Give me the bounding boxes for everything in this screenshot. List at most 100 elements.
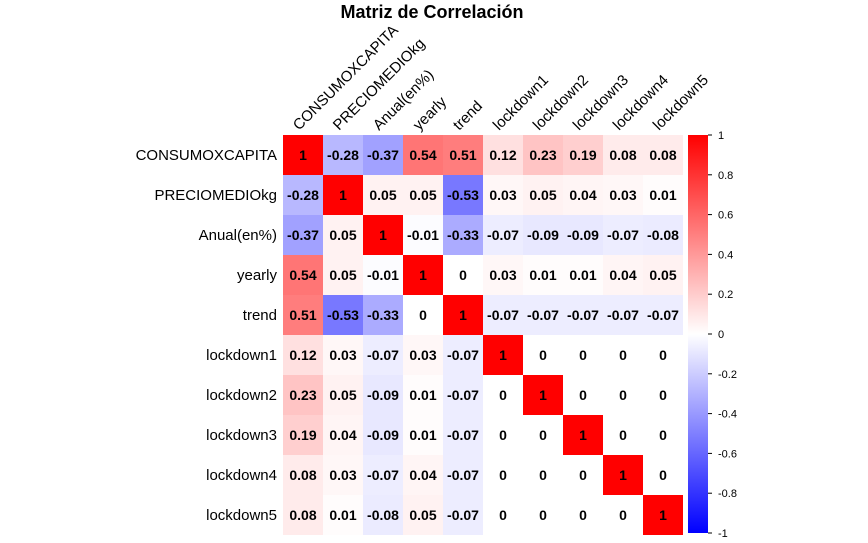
heatmap-cell bbox=[603, 255, 643, 295]
heatmap-cell bbox=[523, 335, 563, 375]
heatmap-cell bbox=[323, 455, 363, 495]
cell-value-label: 0 bbox=[579, 467, 587, 483]
heatmap-cell bbox=[483, 175, 523, 215]
heatmap-cell bbox=[643, 335, 683, 375]
cell-value-label: 0.19 bbox=[569, 147, 596, 163]
heatmap-cell bbox=[483, 295, 523, 335]
colorbar-tick-label: 0.6 bbox=[718, 210, 733, 222]
heatmap-cell bbox=[403, 295, 443, 335]
heatmap-cell bbox=[323, 375, 363, 415]
heatmap-cell bbox=[323, 295, 363, 335]
heatmap-cell bbox=[643, 215, 683, 255]
cell-value-label: 0.54 bbox=[409, 147, 436, 163]
heatmap-cell bbox=[283, 415, 323, 455]
cell-value-label: -0.08 bbox=[647, 227, 679, 243]
heatmap-cell bbox=[363, 455, 403, 495]
cell-value-label: 0.08 bbox=[609, 147, 636, 163]
cell-value-label: 0.05 bbox=[329, 267, 356, 283]
heatmap-cell bbox=[643, 375, 683, 415]
colorbar-tick-label: -0.4 bbox=[718, 409, 737, 421]
cell-value-label: 0 bbox=[659, 387, 667, 403]
heatmap-cell bbox=[483, 335, 523, 375]
cell-value-label: 0.04 bbox=[409, 467, 436, 483]
heatmap-cell bbox=[283, 375, 323, 415]
heatmap-cell bbox=[403, 335, 443, 375]
heatmap-cell bbox=[563, 495, 603, 535]
heatmap-cell bbox=[403, 255, 443, 295]
heatmap-cell bbox=[323, 175, 363, 215]
heatmap-cell bbox=[323, 415, 363, 455]
heatmap-cell bbox=[523, 495, 563, 535]
cell-value-label: 0.01 bbox=[569, 267, 596, 283]
cell-value-label: -0.07 bbox=[367, 467, 399, 483]
row-label: trend bbox=[243, 307, 277, 324]
cell-value-label: 0.03 bbox=[489, 267, 516, 283]
cell-value-label: -0.53 bbox=[447, 187, 479, 203]
heatmap-cell bbox=[363, 375, 403, 415]
cell-value-label: 1 bbox=[539, 387, 547, 403]
cell-value-label: 0.03 bbox=[609, 187, 636, 203]
colorbar-tick-label: 1 bbox=[718, 130, 724, 142]
heatmap-cell bbox=[563, 135, 603, 175]
cell-value-label: 0.12 bbox=[289, 347, 316, 363]
cell-value-label: -0.07 bbox=[487, 307, 519, 323]
cell-value-label: 0 bbox=[499, 387, 507, 403]
colorbar-tick-label: 0.8 bbox=[718, 170, 733, 182]
row-labels: CONSUMOXCAPITA PRECIOMEDIOkg Anual(en%) yea… bbox=[136, 147, 278, 524]
heatmap-cell bbox=[323, 215, 363, 255]
heatmap-cell bbox=[523, 215, 563, 255]
heatmap-cell bbox=[643, 295, 683, 335]
heatmap-cell bbox=[403, 455, 443, 495]
cell-value-label: 0 bbox=[539, 427, 547, 443]
cell-value-label: 0 bbox=[579, 387, 587, 403]
cell-value-label: 0.05 bbox=[369, 187, 396, 203]
heatmap-cell bbox=[403, 175, 443, 215]
row-label: lockdown1 bbox=[206, 347, 277, 364]
cell-value-label: -0.09 bbox=[527, 227, 559, 243]
heatmap-cell bbox=[403, 415, 443, 455]
cell-value-label: 0 bbox=[499, 507, 507, 523]
row-label: Anual(en%) bbox=[199, 227, 277, 244]
cell-value-label: 0.51 bbox=[449, 147, 476, 163]
cell-value-label: 0 bbox=[539, 507, 547, 523]
cell-value-label: 0.03 bbox=[409, 347, 436, 363]
heatmap-cell bbox=[363, 135, 403, 175]
heatmap-cell bbox=[443, 495, 483, 535]
cell-value-label: 0.12 bbox=[489, 147, 516, 163]
heatmap-cell bbox=[523, 455, 563, 495]
cell-value-label: 0 bbox=[659, 347, 667, 363]
heatmap-cell bbox=[323, 335, 363, 375]
heatmap-cell bbox=[523, 135, 563, 175]
cell-value-label: 0 bbox=[579, 347, 587, 363]
cell-value-label: -0.07 bbox=[447, 507, 479, 523]
heatmap-cell bbox=[283, 495, 323, 535]
cell-value-label: -0.37 bbox=[367, 147, 399, 163]
cell-value-label: 0.05 bbox=[529, 187, 556, 203]
cell-value-label: 0.04 bbox=[569, 187, 596, 203]
cell-value-label: -0.07 bbox=[487, 227, 519, 243]
cell-value-label: 1 bbox=[619, 467, 627, 483]
cell-value-label: -0.09 bbox=[367, 427, 399, 443]
cell-value-label: -0.33 bbox=[367, 307, 399, 323]
row-label: CONSUMOXCAPITA bbox=[136, 147, 277, 164]
cell-value-label: 0.08 bbox=[289, 507, 316, 523]
cell-value-label: -0.08 bbox=[367, 507, 399, 523]
heatmap-cell bbox=[363, 175, 403, 215]
heatmap-cell bbox=[603, 495, 643, 535]
cell-values: 1 -0.28 -0.37 0.54 0.51 0.12 0.23 0.19 0.08 0.08 -… bbox=[287, 147, 679, 523]
cell-value-label: -0.09 bbox=[367, 387, 399, 403]
cell-value-label: 0.01 bbox=[529, 267, 556, 283]
heatmap-cell bbox=[323, 495, 363, 535]
heatmap-cell bbox=[563, 455, 603, 495]
row-label: PRECIOMEDIOkg bbox=[154, 187, 277, 204]
heatmap-cell bbox=[603, 335, 643, 375]
heatmap-cell bbox=[563, 375, 603, 415]
heatmap-cell bbox=[283, 215, 323, 255]
row-label: lockdown2 bbox=[206, 387, 277, 404]
cell-value-label: 0 bbox=[579, 507, 587, 523]
heatmap-cell bbox=[483, 255, 523, 295]
heatmap-cell bbox=[603, 135, 643, 175]
row-label: yearly bbox=[237, 267, 278, 284]
cell-value-label: 0.01 bbox=[329, 507, 356, 523]
